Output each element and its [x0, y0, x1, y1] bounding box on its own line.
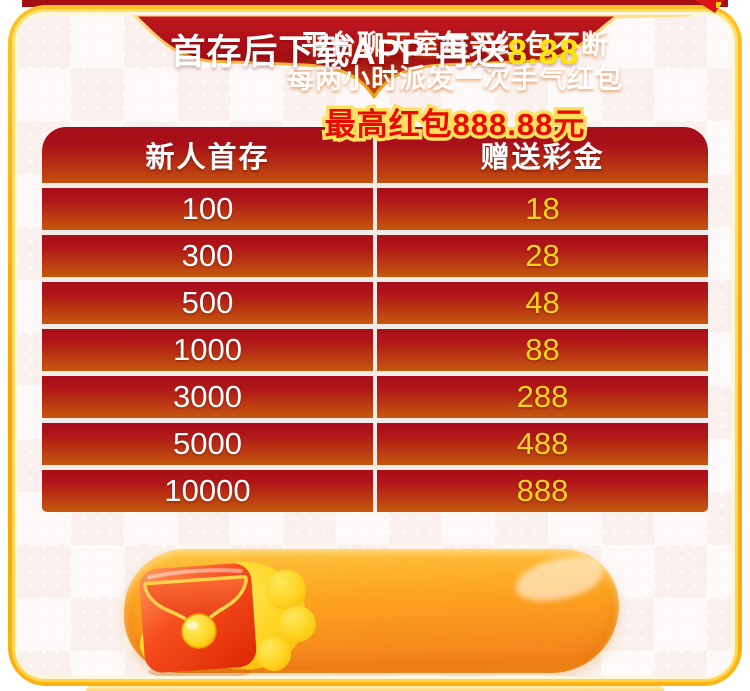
table-row: 500 48: [42, 282, 708, 324]
header-deposit: 新人首存: [42, 127, 373, 183]
bonus-cell: 18: [377, 188, 708, 230]
table-row: 1000 88: [42, 329, 708, 371]
deposit-cell: 1000: [42, 329, 373, 371]
promo-line3-text: 最高红包888.88元: [324, 107, 586, 142]
deposit-cell: 100: [42, 188, 373, 230]
table-row: 3000 288: [42, 376, 708, 418]
promo-line2: 每两小时派发一次手气红包: [287, 64, 623, 94]
deposit-bonus-table: 新人首存 赠送彩金 100 18 300 28 500 48 1000 88 3000 288 50…: [42, 127, 708, 512]
deposit-cell: 10000: [42, 470, 373, 512]
banner-highlight-amount: 8.88: [507, 33, 580, 72]
deposit-cell: 3000: [42, 376, 373, 418]
deposit-cell: 5000: [42, 423, 373, 465]
deposit-table-body: 100 18 300 28 500 48 1000 88 3000 288 5000 488 10000…: [42, 188, 708, 512]
table-row: 100 18: [42, 188, 708, 230]
promo-line3: 最高红包888.88元 最高红包888.88元: [190, 99, 720, 146]
bonus-cell: 288: [377, 376, 708, 418]
page-top-strip: [22, 0, 728, 7]
card-interior: 首存后下载APP 再送8.88 新人首存 赠送彩金 100 18 300 28 500 4…: [18, 15, 732, 676]
bonus-cell: 888: [377, 470, 708, 512]
bonus-cell: 48: [377, 282, 708, 324]
gold-frame-card: 首存后下载APP 再送8.88 新人首存 赠送彩金 100 18 300 28 500 4…: [8, 5, 742, 686]
banner-main-text: 首存后下载APP 再送: [170, 33, 508, 72]
table-row: 300 28: [42, 235, 708, 277]
table-row: 10000 888: [42, 470, 708, 512]
table-header-row: 新人首存 赠送彩金: [42, 127, 708, 183]
deposit-cell: 500: [42, 282, 373, 324]
promo-line3-outline: 最高红包888.88元: [321, 104, 588, 146]
promo-line1: 平台聊天室每天红包不断: [301, 30, 609, 60]
top-banner-shape: [132, 15, 692, 99]
promo-text-block: 平台聊天室每天红包不断 每两小时派发一次手气红包 最高红包888.88元 最高红…: [190, 28, 720, 146]
deposit-cell: 300: [42, 235, 373, 277]
bonus-cell: 88: [377, 329, 708, 371]
red-envelope-icon: [139, 562, 316, 676]
next-section-edge: [86, 685, 664, 691]
bonus-cell: 28: [377, 235, 708, 277]
table-row: 5000 488: [42, 423, 708, 465]
header-bonus: 赠送彩金: [377, 127, 708, 183]
bonus-cell: 488: [377, 423, 708, 465]
top-banner[interactable]: 首存后下载APP 再送8.88: [18, 24, 732, 75]
